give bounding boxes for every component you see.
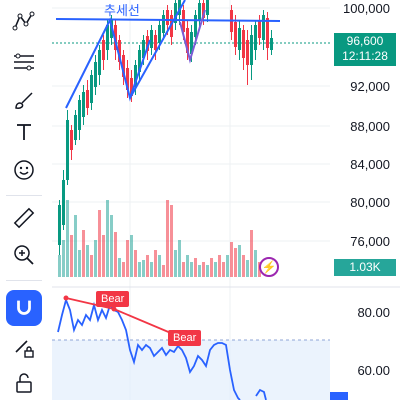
grid [52,0,330,400]
text-tool-icon[interactable] [6,114,42,150]
pattern-tool-icon[interactable] [6,4,42,40]
rsi-line-tail [255,388,267,400]
toolbar-divider [6,280,42,281]
lock-drawing-icon[interactable] [6,330,42,366]
rsi-value-marker [330,392,348,400]
divergence-point [111,306,117,312]
trendline-label: 추세선 [104,3,140,18]
toolbar-divider [6,195,42,196]
current-price-badge: 96,600 12:11:28 [334,33,396,66]
trendline-drawing-2[interactable] [129,0,186,99]
horizontal-trendline[interactable] [55,18,281,22]
indicator-axis-label: 60.00 [357,363,390,378]
price-axis-label: 100,000 [343,1,390,16]
volume-bars [58,200,261,277]
fib-retracement-tool-icon[interactable] [6,44,42,80]
ruler-tool-icon[interactable] [6,200,42,236]
drawing-toolbar [0,0,48,400]
bear-divergence-label: Bear [96,291,130,307]
rsi-line [57,297,241,400]
countdown-timer: 12:11:28 [342,49,388,63]
magnet-tool-icon[interactable] [6,290,42,326]
zoom-in-tool-icon[interactable] [6,237,42,273]
price-axis-label: 88,000 [350,119,390,134]
volume-badge: 1.03K [334,259,396,276]
bear-divergence-label: Bear [168,330,202,346]
candlesticks [58,0,273,255]
brush-tool-icon[interactable] [6,82,42,118]
divergence-point [63,295,69,301]
price-axis-label: 92,000 [350,79,390,94]
lightning-icon[interactable]: ⚡ [259,257,279,277]
price-chart[interactable] [52,0,400,400]
current-price-value: 96,600 [346,34,384,48]
pattern-drawing[interactable] [179,9,206,64]
unlock-icon[interactable] [6,365,42,401]
indicator-axis-label: 80.00 [357,305,390,320]
divergence-line-1 [65,297,115,310]
emoji-tool-icon[interactable] [6,152,42,188]
trendline-drawing[interactable] [65,17,151,109]
price-axis-label: 76,000 [350,234,390,249]
price-axis-label: 84,000 [350,157,390,172]
price-axis-label: 80,000 [350,195,390,210]
